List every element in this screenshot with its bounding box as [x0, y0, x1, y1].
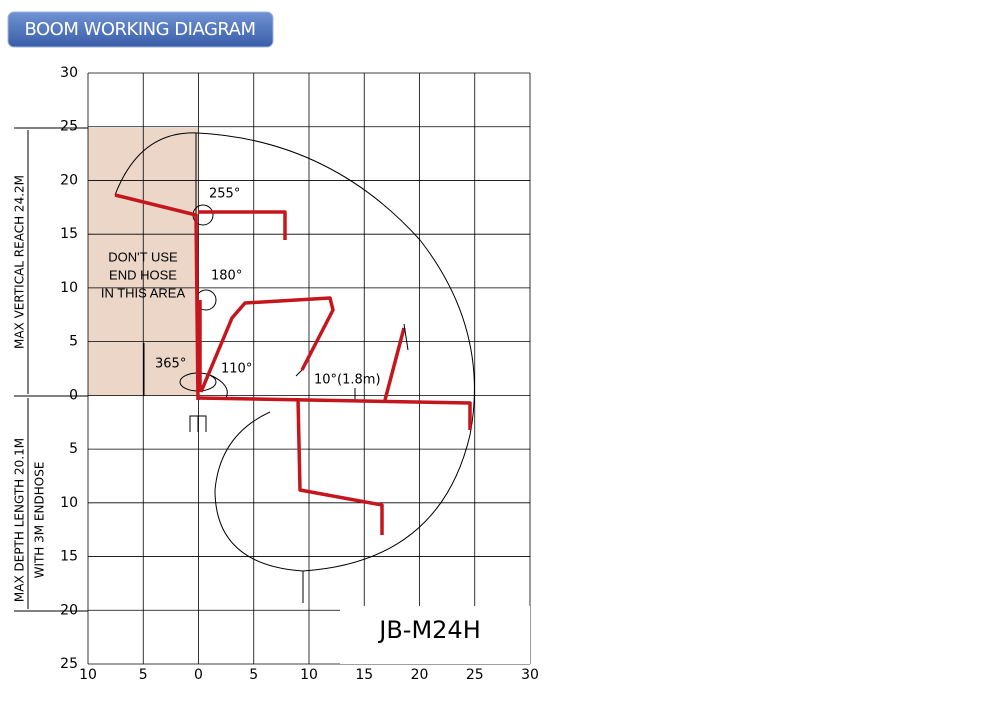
model-name: JB-M24H [377, 616, 481, 644]
y-tick-label: 15 [60, 549, 78, 565]
side-label: MAX VERTICAL REACH 24.2M [13, 175, 27, 349]
boom-horizontal [197, 396, 472, 430]
envelope-lower [214, 411, 471, 572]
y-tick-label: 15 [60, 226, 78, 242]
y-tick-label: 5 [69, 334, 78, 350]
x-tick-label: 10 [300, 667, 318, 683]
boom-180 [198, 296, 335, 393]
note-line: DON'T USE [108, 249, 178, 264]
x-tick-label: 5 [249, 667, 258, 683]
note-line: END HOSE [109, 267, 177, 282]
x-tick-label: 10 [79, 667, 97, 683]
angle-label: 10°(1.8m) [314, 373, 381, 388]
hose-end [295, 369, 303, 377]
side-label: MAX DEPTH LENGTH 20.1M [13, 438, 27, 602]
boom-10 [383, 327, 406, 401]
model-box [340, 606, 530, 664]
y-tick-label: 25 [60, 656, 78, 672]
x-tick-label: 20 [411, 667, 429, 683]
envelope-upper [114, 132, 475, 436]
y-tick-label: 10 [60, 495, 78, 511]
grid [87, 72, 531, 665]
angle-mark [209, 374, 228, 399]
y-tick-label: 20 [60, 602, 78, 618]
note-line: IN THIS AREA [101, 285, 186, 300]
angle-label: 365° [155, 357, 186, 372]
y-tick-label: 30 [60, 65, 78, 81]
x-tick-label: 5 [139, 667, 148, 683]
y-tick-label: 10 [60, 280, 78, 296]
outrigger [189, 415, 207, 432]
y-tick-label: 0 [69, 387, 78, 403]
header-bar [7, 11, 274, 48]
x-tick-label: 15 [355, 667, 373, 683]
y-tick-label: 25 [60, 119, 78, 135]
hose-end [403, 323, 409, 351]
angle-label: 180° [211, 269, 242, 284]
angle-label: 255° [209, 187, 240, 202]
y-tick-label: 5 [69, 441, 78, 457]
angle-label: 110° [221, 362, 252, 377]
x-tick-label: 0 [194, 667, 203, 683]
x-tick-label: 30 [521, 667, 539, 683]
header-title: BOOM WORKING DIAGRAM [24, 19, 255, 40]
boom-255 [114, 193, 200, 401]
y-tick-label: 20 [60, 172, 78, 188]
side-label: WITH 3M ENDHOSE [33, 462, 47, 579]
boom-down [296, 397, 384, 535]
boom-255b [198, 210, 287, 240]
x-tick-label: 25 [466, 667, 484, 683]
